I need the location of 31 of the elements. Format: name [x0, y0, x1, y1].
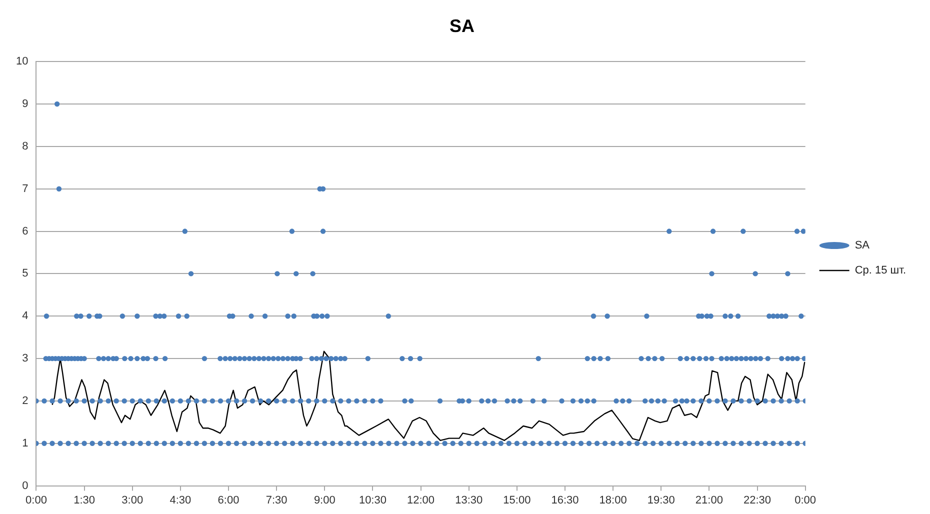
x-tick-label: 0:00 — [26, 494, 47, 506]
x-tick-label: 0:00 — [794, 494, 816, 506]
y-tick-label: 10 — [16, 56, 28, 68]
x-tick-label: 7:30 — [266, 494, 288, 506]
x-tick-label: 1:30 — [74, 494, 96, 506]
x-tick-label: 9:00 — [314, 494, 336, 506]
y-tick-label: 6 — [22, 225, 28, 238]
x-tick-label: 13:30 — [455, 494, 483, 506]
chart-title: SA — [449, 16, 475, 36]
x-tick-label: 6:00 — [218, 494, 240, 506]
y-tick-label: 9 — [22, 98, 28, 110]
x-tick-label: 15:00 — [503, 494, 531, 506]
y-tick-label: 2 — [22, 394, 28, 407]
y-tick-label: 8 — [22, 140, 28, 152]
y-tick-label: 5 — [22, 268, 28, 280]
y-tick-label: 3 — [22, 352, 28, 365]
y-tick-label: 0 — [22, 480, 28, 492]
y-tick-label: 1 — [22, 437, 28, 450]
x-tick-label: 4:30 — [170, 494, 192, 506]
x-tick-label: 22:30 — [744, 494, 772, 506]
y-tick-label: 7 — [22, 182, 28, 195]
x-tick-label: 19:30 — [647, 494, 675, 506]
x-tick-label: 21:00 — [695, 494, 723, 506]
x-tick-label: 3:00 — [122, 494, 144, 506]
x-tick-label: 18:00 — [599, 494, 627, 506]
y-tick-label: 4 — [22, 310, 28, 322]
legend-label: Ср. 15 шт. — [854, 264, 906, 277]
x-tick-label: 12:00 — [407, 494, 435, 506]
x-tick-label: 16:30 — [551, 494, 579, 506]
legend-label: SA — [854, 240, 870, 252]
x-tick-label: 10:30 — [358, 494, 386, 506]
